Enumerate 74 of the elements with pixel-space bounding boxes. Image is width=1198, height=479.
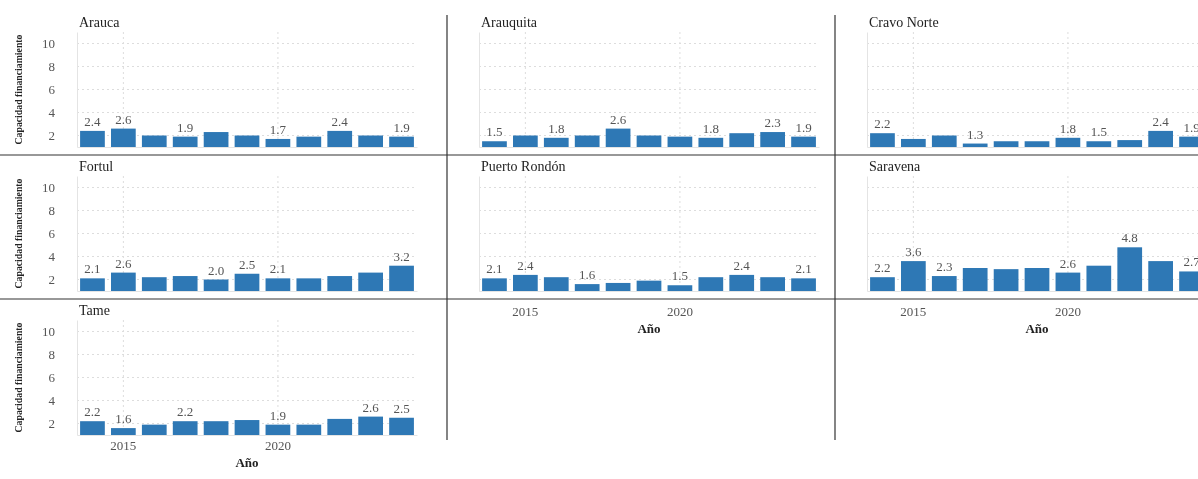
y-tick-label: 8 <box>48 59 55 75</box>
data-label: 1.5 <box>486 124 503 140</box>
data-label: 2.2 <box>177 404 194 420</box>
data-label: 2.1 <box>795 261 812 277</box>
y-tick-label: 4 <box>48 105 56 121</box>
data-label: 1.5 <box>671 268 689 284</box>
y-axis-title: Capacidad financiamiento <box>12 308 24 433</box>
data-label: 2.0 <box>207 262 225 278</box>
data-label: 2.2 <box>874 260 891 276</box>
y-tick-label: 10 <box>42 180 55 196</box>
chart-title: Cravo Norte <box>869 15 939 30</box>
data-label: 2.5 <box>393 400 410 416</box>
y-tick-label: 8 <box>48 203 55 219</box>
data-label: 2.4 <box>517 257 534 273</box>
data-label: 1.5 <box>1090 124 1107 140</box>
data-label: 2.6 <box>609 111 627 127</box>
data-label: 2.4 <box>733 257 751 273</box>
x-tick-label: 2015 <box>110 438 137 454</box>
data-label: 1.8 <box>702 120 719 136</box>
data-label: 1.9 <box>269 407 287 423</box>
y-tick-label: 2 <box>48 128 55 144</box>
x-axis-title: Año <box>1025 321 1049 336</box>
x-axis-title: Año <box>637 321 661 336</box>
y-tick-label: 10 <box>42 324 55 340</box>
data-label: 1.8 <box>548 120 565 136</box>
chart-title: Saravena <box>869 159 922 174</box>
x-tick-label: 2020 <box>264 438 291 454</box>
x-tick-label: 2015 <box>900 304 927 320</box>
data-label: 2.5 <box>238 256 256 272</box>
data-label: 2.4 <box>84 113 102 129</box>
data-label: 2.4 <box>331 113 349 129</box>
x-tick-label: 2020 <box>1054 304 1081 320</box>
data-label: 1.6 <box>115 411 132 427</box>
y-tick-label: 2 <box>48 416 55 432</box>
data-label: 2.6 <box>115 111 132 127</box>
data-label: 2.6 <box>362 399 380 415</box>
data-label: 1.3 <box>967 126 984 142</box>
data-label: 2.1 <box>486 261 503 277</box>
y-tick-label: 10 <box>42 36 55 52</box>
data-label: 2.2 <box>84 404 101 420</box>
y-tick-label: 8 <box>48 347 55 363</box>
data-label: 3.6 <box>905 244 922 260</box>
y-tick-label: 4 <box>48 249 56 265</box>
y-tick-label: 6 <box>48 82 56 98</box>
data-label: 2.4 <box>1152 113 1170 129</box>
data-label: 1.6 <box>579 267 596 283</box>
data-label: 2.1 <box>269 261 287 277</box>
y-tick-label: 6 <box>48 370 56 386</box>
y-axis-title: Capacidad financiamiento <box>12 164 24 289</box>
chart-title: Fortul <box>79 159 114 174</box>
y-tick-label: 2 <box>48 272 55 288</box>
data-label: 2.6 <box>1059 255 1077 271</box>
data-label: 1.9 <box>177 119 194 135</box>
data-label: 1.9 <box>795 119 812 135</box>
data-label: 1.8 <box>1059 120 1077 136</box>
data-label: 2.6 <box>115 255 132 271</box>
data-label: 2.3 <box>764 115 781 131</box>
chart-title: Arauca <box>79 15 121 30</box>
data-label: 2.2 <box>874 116 891 132</box>
x-axis-title: Año <box>235 455 259 470</box>
chart-title: Tame <box>79 303 110 318</box>
data-label: 4.8 <box>1121 230 1138 246</box>
chart-title: Arauquita <box>481 15 538 30</box>
y-tick-label: 4 <box>48 393 56 409</box>
data-label: 2.1 <box>84 261 101 277</box>
data-label: 2.3 <box>936 259 953 275</box>
y-axis-title: Capacidad financiamiento <box>12 20 24 145</box>
x-tick-label: 2015 <box>512 304 539 320</box>
y-tick-label: 6 <box>48 226 56 242</box>
data-label: 1.9 <box>393 119 410 135</box>
data-label: 1.7 <box>269 121 287 137</box>
chart-title: Puerto Rondón <box>481 159 566 174</box>
data-label: 3.2 <box>393 248 410 264</box>
x-tick-label: 2020 <box>666 304 693 320</box>
